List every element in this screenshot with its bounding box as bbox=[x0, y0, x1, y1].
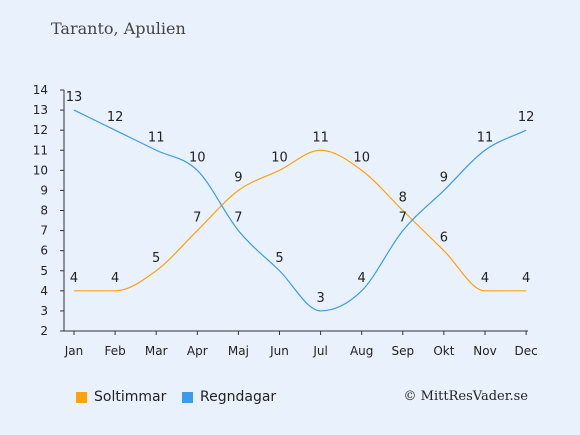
data-label-rain: 13 bbox=[66, 90, 83, 105]
x-tick-label: Dec bbox=[514, 344, 537, 358]
data-label-sun: 4 bbox=[522, 271, 530, 286]
y-tick-label: 14 bbox=[33, 83, 48, 97]
y-tick-label: 6 bbox=[40, 244, 48, 258]
legend-swatch-rain bbox=[182, 391, 193, 403]
y-tick-label: 13 bbox=[33, 103, 48, 117]
data-label-rain: 10 bbox=[189, 150, 206, 165]
data-label-sun: 6 bbox=[440, 231, 448, 246]
x-tick-label: Nov bbox=[473, 344, 496, 358]
x-tick-label: Jun bbox=[269, 344, 289, 358]
data-label-sun: 4 bbox=[111, 271, 119, 286]
y-tick-label: 2 bbox=[40, 324, 48, 338]
data-label-rain: 7 bbox=[234, 211, 242, 226]
x-tick-label: Aug bbox=[350, 344, 373, 358]
data-label-sun: 7 bbox=[193, 211, 201, 226]
legend-item-rain: Regndagar bbox=[182, 389, 276, 405]
legend-label-sun: Soltimmar bbox=[94, 389, 167, 405]
legend-label-rain: Regndagar bbox=[200, 389, 277, 405]
y-tick-label: 11 bbox=[33, 143, 48, 157]
y-tick-label: 5 bbox=[40, 264, 48, 278]
y-tick-label: 12 bbox=[33, 123, 48, 137]
data-label-sun: 10 bbox=[271, 150, 288, 165]
data-label-rain: 12 bbox=[107, 110, 124, 125]
x-tick-label: Apr bbox=[187, 344, 208, 358]
data-label-rain: 5 bbox=[275, 251, 283, 266]
data-label-rain: 11 bbox=[477, 130, 494, 145]
x-tick-label: Jul bbox=[312, 344, 327, 358]
chart-title: Taranto, Apulien bbox=[51, 19, 186, 38]
x-tick-label: Jan bbox=[64, 344, 84, 358]
data-label-sun: 4 bbox=[70, 271, 78, 286]
y-tick-label: 7 bbox=[40, 224, 48, 238]
data-label-rain: 7 bbox=[399, 211, 407, 226]
data-label-rain: 3 bbox=[316, 291, 324, 306]
data-label-rain: 9 bbox=[440, 170, 448, 185]
x-tick-label: Feb bbox=[104, 344, 125, 358]
series-line-sun bbox=[74, 149, 527, 292]
data-label-sun: 8 bbox=[399, 191, 407, 206]
data-label-sun: 10 bbox=[353, 150, 370, 165]
y-tick-label: 4 bbox=[40, 284, 48, 298]
y-tick-label: 3 bbox=[40, 304, 48, 318]
series-line-rain bbox=[73, 109, 527, 312]
chart-lines bbox=[73, 109, 527, 312]
legend-swatch-sun bbox=[76, 391, 87, 403]
data-label-sun: 4 bbox=[481, 271, 489, 286]
data-label-rain: 12 bbox=[518, 110, 535, 125]
data-label-sun: 11 bbox=[312, 130, 329, 145]
copyright-text: © MittResVader.se bbox=[403, 389, 528, 404]
x-tick-label: Mar bbox=[145, 344, 168, 358]
y-tick-label: 10 bbox=[33, 163, 48, 177]
x-tick-label: Okt bbox=[433, 344, 454, 358]
y-tick-label: 9 bbox=[40, 183, 48, 197]
data-label-sun: 5 bbox=[152, 251, 160, 266]
x-tick-label: Sep bbox=[391, 344, 414, 358]
data-label-rain: 11 bbox=[148, 130, 165, 145]
x-tick-label: Maj bbox=[228, 344, 249, 358]
y-tick-label: 8 bbox=[40, 204, 48, 218]
data-label-sun: 9 bbox=[234, 170, 242, 185]
legend-item-sun: Soltimmar bbox=[76, 389, 166, 405]
chart-axes: 2 3 4 5 6 7 8 9 10 11 12 13 14 Jan Feb Mar Apr Maj Jun Jul A… bbox=[33, 83, 538, 358]
chart-data-labels: 4 4 5 7 9 10 11 10 8 6 4 4 13 12 11 10 7 5 3 4 7 9 11 12 bbox=[66, 90, 535, 306]
data-label-rain: 4 bbox=[358, 271, 366, 286]
